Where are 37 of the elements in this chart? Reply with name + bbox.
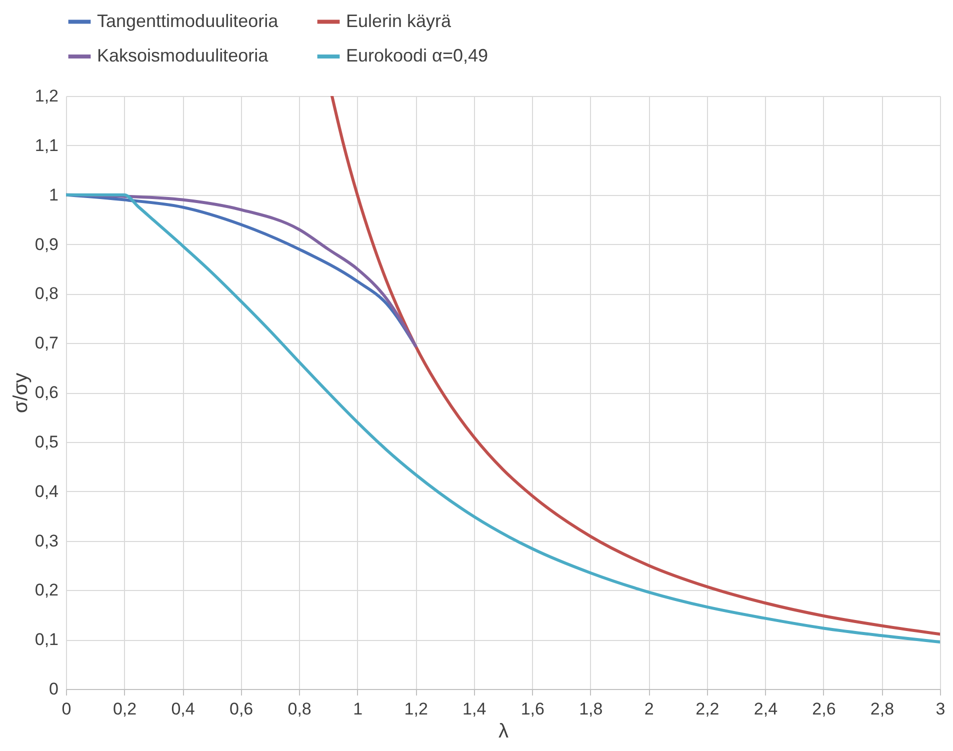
legend-label: Eulerin käyrä [346,10,452,31]
x-tick-label: 0 [62,700,72,718]
x-tick-label: 3 [936,700,946,718]
x-tick-label: 1 [353,700,363,718]
line-series [66,193,940,644]
y-tick-label: 1 [49,185,58,204]
legend-label: Kaksoismoduuliteoria [97,46,270,66]
y-tick-label: 0,5 [34,432,58,452]
x-tick-label: 0,2 [112,700,137,718]
x-tick-label: 1,6 [520,700,544,718]
y-tick-label: 0,3 [34,531,58,550]
x-tick-label: 2,4 [754,700,778,718]
y-tick-label: 0,9 [34,234,58,254]
y-tick-label: 0,2 [34,580,58,600]
legend-label: Eurokoodi α=0,49 [346,46,488,66]
y-axis-title: σ/σy [10,372,32,414]
y-tick-label: 0 [49,680,58,698]
x-tick-label: 2,2 [696,700,720,718]
y-tick-label: 0,4 [34,482,58,501]
y-tick-label: 0,7 [34,334,58,353]
x-tick-label: 1,4 [462,700,486,718]
x-tick-label: 2,8 [870,700,894,718]
x-tick-label: 2,6 [812,700,836,718]
x-tick-label: 0,6 [229,700,254,718]
legend-label: Tangenttimoduuliteoria [97,10,280,31]
y-tick-label: 0,8 [34,284,58,304]
x-tick-label: 2 [644,700,654,718]
x-tick-label: 1,8 [579,700,603,718]
x-axis-title: λ [498,720,508,742]
x-tick-label: 1,2 [404,700,428,718]
y-tick-label: 1,1 [34,136,58,155]
y-tick-label: 0,1 [34,630,58,650]
y-tick-label: 1,2 [34,86,58,106]
y-tick-label: 0,6 [34,383,58,402]
x-tick-label: 0,8 [288,700,312,718]
x-tick-label: 0,4 [171,700,195,718]
line-series [330,96,940,636]
